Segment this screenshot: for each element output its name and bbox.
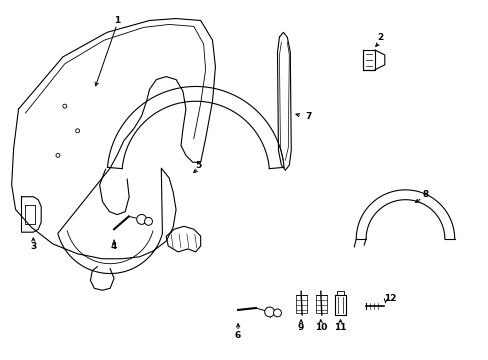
- Text: 11: 11: [334, 323, 346, 332]
- Circle shape: [144, 217, 152, 225]
- Circle shape: [56, 153, 60, 157]
- Circle shape: [63, 104, 67, 108]
- Text: 9: 9: [297, 323, 304, 332]
- Text: 1: 1: [114, 16, 120, 25]
- Circle shape: [273, 309, 281, 317]
- Circle shape: [264, 307, 274, 317]
- Text: 8: 8: [421, 190, 427, 199]
- Circle shape: [137, 215, 146, 224]
- Text: 6: 6: [235, 331, 241, 340]
- Text: 3: 3: [30, 242, 37, 251]
- Circle shape: [76, 129, 80, 133]
- Text: 5: 5: [195, 161, 202, 170]
- Text: 10: 10: [314, 323, 326, 332]
- Text: 7: 7: [305, 112, 311, 121]
- Text: 2: 2: [376, 33, 382, 42]
- Text: 12: 12: [384, 294, 396, 303]
- Text: 4: 4: [111, 242, 117, 251]
